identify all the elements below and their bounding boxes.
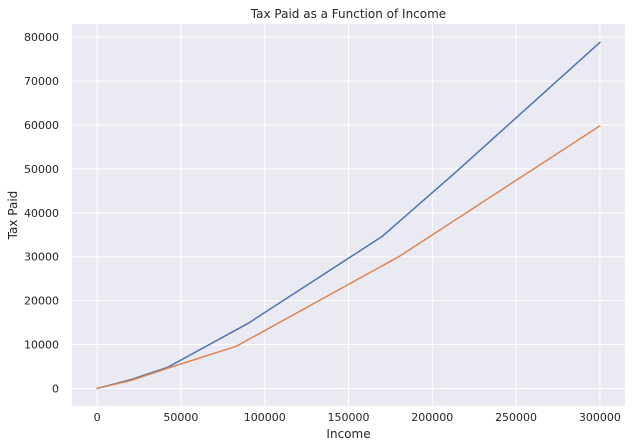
x-tick-label: 250000 — [495, 411, 537, 424]
y-tick-label: 80000 — [24, 31, 59, 44]
series-layer — [96, 41, 601, 390]
x-tick-label: 200000 — [411, 411, 453, 424]
chart-title: Tax Paid as a Function of Income — [250, 7, 446, 21]
series-line-1 — [96, 41, 601, 390]
y-tick-label: 20000 — [24, 295, 59, 308]
y-tick-label: 70000 — [24, 75, 59, 88]
x-tick-label: 0 — [94, 411, 101, 424]
y-tick-label: 40000 — [24, 207, 59, 220]
y-tick-label: 30000 — [24, 251, 59, 264]
grid — [72, 24, 625, 406]
y-axis-title: Tax Paid — [6, 191, 20, 241]
x-tick-labels: 0 50000 100000 150000 200000 250000 300000 — [94, 411, 621, 424]
y-tick-label: 50000 — [24, 163, 59, 176]
x-tick-label: 150000 — [328, 411, 370, 424]
x-tick-label: 100000 — [244, 411, 286, 424]
y-tick-label: 10000 — [24, 339, 59, 352]
series-line-2 — [96, 125, 601, 390]
y-tick-label: 0 — [52, 382, 59, 395]
x-tick-label: 300000 — [579, 411, 621, 424]
x-tick-label: 50000 — [163, 411, 198, 424]
x-axis-title: Income — [326, 427, 370, 441]
y-tick-label: 60000 — [24, 119, 59, 132]
y-tick-labels: 0 10000 20000 30000 40000 50000 60000 70000 8000… — [24, 31, 59, 395]
